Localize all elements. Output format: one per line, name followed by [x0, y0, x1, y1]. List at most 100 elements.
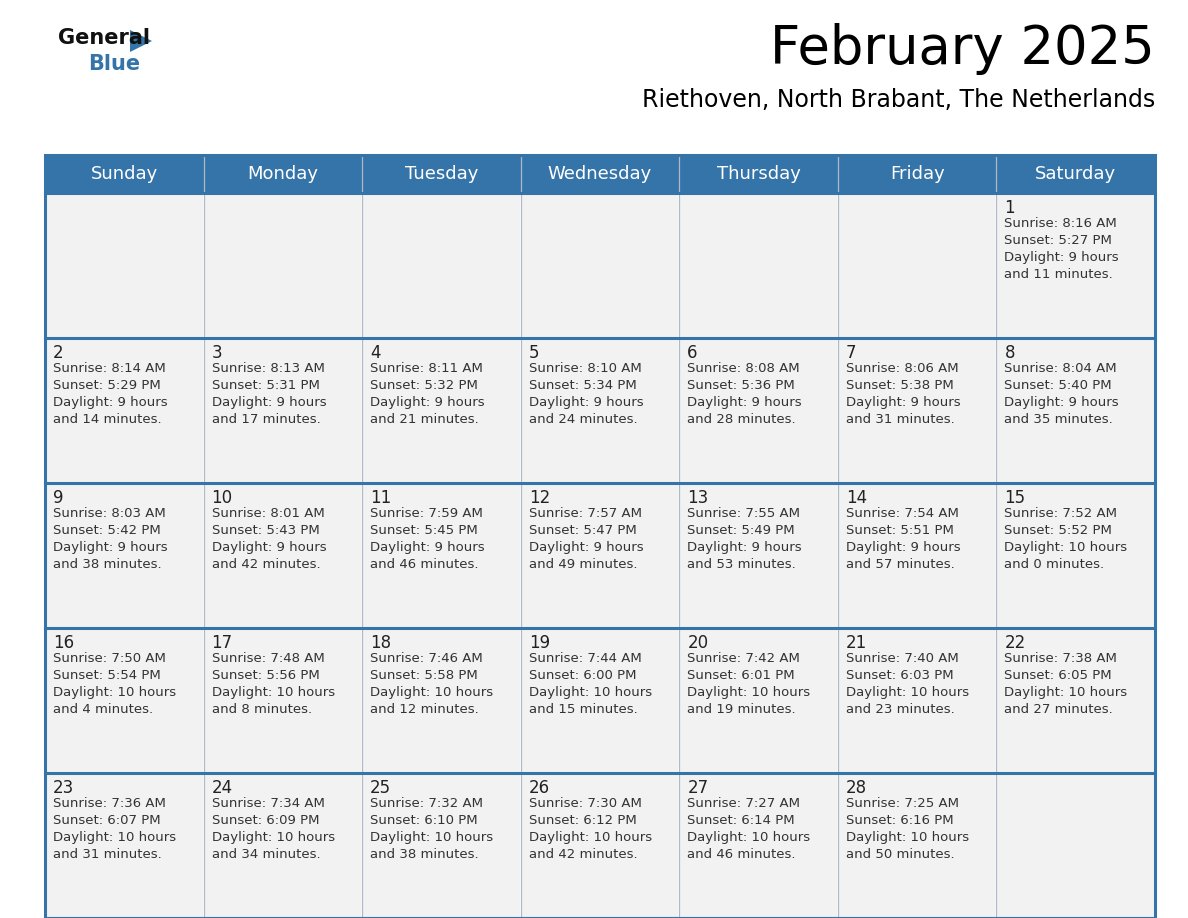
Text: Sunrise: 7:36 AM: Sunrise: 7:36 AM — [53, 797, 166, 810]
Text: Sunset: 6:12 PM: Sunset: 6:12 PM — [529, 814, 637, 827]
Bar — [997, 193, 1155, 338]
Text: 20: 20 — [688, 634, 708, 652]
Text: Sunrise: 7:54 AM: Sunrise: 7:54 AM — [846, 507, 959, 520]
Text: and 38 minutes.: and 38 minutes. — [53, 558, 162, 571]
Text: Sunset: 6:07 PM: Sunset: 6:07 PM — [53, 814, 160, 827]
Text: 22: 22 — [1004, 634, 1025, 652]
Text: 23: 23 — [53, 779, 74, 797]
Bar — [45, 193, 203, 338]
Text: 8: 8 — [1004, 344, 1015, 362]
Bar — [203, 773, 362, 918]
Text: and 4 minutes.: and 4 minutes. — [53, 703, 153, 716]
Text: Daylight: 9 hours: Daylight: 9 hours — [211, 541, 327, 554]
Text: 14: 14 — [846, 489, 867, 507]
Text: and 0 minutes.: and 0 minutes. — [1004, 558, 1105, 571]
Text: and 53 minutes.: and 53 minutes. — [688, 558, 796, 571]
Bar — [45, 483, 203, 628]
Text: 4: 4 — [371, 344, 380, 362]
Text: Tuesday: Tuesday — [405, 165, 478, 183]
Text: Sunrise: 7:25 AM: Sunrise: 7:25 AM — [846, 797, 959, 810]
Text: and 21 minutes.: and 21 minutes. — [371, 413, 479, 426]
Text: 5: 5 — [529, 344, 539, 362]
Bar — [838, 193, 997, 338]
Text: 28: 28 — [846, 779, 867, 797]
Text: Sunrise: 8:11 AM: Sunrise: 8:11 AM — [371, 362, 484, 375]
Text: Wednesday: Wednesday — [548, 165, 652, 183]
Bar — [520, 193, 680, 338]
Text: Sunset: 5:56 PM: Sunset: 5:56 PM — [211, 669, 320, 682]
Text: 26: 26 — [529, 779, 550, 797]
Text: and 23 minutes.: and 23 minutes. — [846, 703, 955, 716]
Text: Saturday: Saturday — [1035, 165, 1117, 183]
Bar — [838, 773, 997, 918]
Bar — [45, 155, 1155, 918]
Text: 17: 17 — [211, 634, 233, 652]
Bar — [997, 338, 1155, 483]
Bar — [362, 628, 520, 773]
Text: Daylight: 10 hours: Daylight: 10 hours — [846, 831, 969, 844]
Text: Daylight: 10 hours: Daylight: 10 hours — [846, 686, 969, 699]
Text: and 24 minutes.: and 24 minutes. — [529, 413, 637, 426]
Text: Sunset: 5:31 PM: Sunset: 5:31 PM — [211, 379, 320, 392]
Text: General: General — [58, 28, 150, 48]
Text: and 31 minutes.: and 31 minutes. — [53, 848, 162, 861]
Text: Daylight: 9 hours: Daylight: 9 hours — [371, 541, 485, 554]
Text: Sunrise: 8:13 AM: Sunrise: 8:13 AM — [211, 362, 324, 375]
Text: Daylight: 9 hours: Daylight: 9 hours — [529, 396, 644, 409]
Text: 9: 9 — [53, 489, 63, 507]
Text: Daylight: 10 hours: Daylight: 10 hours — [371, 831, 493, 844]
Text: Friday: Friday — [890, 165, 944, 183]
Text: Sunrise: 7:42 AM: Sunrise: 7:42 AM — [688, 652, 801, 665]
Text: 27: 27 — [688, 779, 708, 797]
Text: and 49 minutes.: and 49 minutes. — [529, 558, 637, 571]
Bar — [362, 338, 520, 483]
Text: Sunset: 6:03 PM: Sunset: 6:03 PM — [846, 669, 954, 682]
Text: 2: 2 — [53, 344, 64, 362]
Text: Daylight: 9 hours: Daylight: 9 hours — [371, 396, 485, 409]
Bar — [203, 338, 362, 483]
Bar — [997, 628, 1155, 773]
Text: 15: 15 — [1004, 489, 1025, 507]
Bar — [520, 773, 680, 918]
Text: Sunrise: 8:06 AM: Sunrise: 8:06 AM — [846, 362, 959, 375]
Text: and 11 minutes.: and 11 minutes. — [1004, 268, 1113, 281]
Polygon shape — [129, 30, 152, 52]
Text: 11: 11 — [371, 489, 391, 507]
Text: Sunset: 5:29 PM: Sunset: 5:29 PM — [53, 379, 160, 392]
Text: Sunset: 5:34 PM: Sunset: 5:34 PM — [529, 379, 637, 392]
Text: Daylight: 9 hours: Daylight: 9 hours — [846, 541, 960, 554]
Text: Daylight: 10 hours: Daylight: 10 hours — [1004, 541, 1127, 554]
Bar — [680, 193, 838, 338]
Bar — [997, 773, 1155, 918]
Text: and 19 minutes.: and 19 minutes. — [688, 703, 796, 716]
Text: Sunset: 6:05 PM: Sunset: 6:05 PM — [1004, 669, 1112, 682]
Text: Sunrise: 7:48 AM: Sunrise: 7:48 AM — [211, 652, 324, 665]
Text: Sunset: 5:42 PM: Sunset: 5:42 PM — [53, 524, 160, 537]
Text: 12: 12 — [529, 489, 550, 507]
Text: 13: 13 — [688, 489, 708, 507]
Bar — [997, 483, 1155, 628]
Bar — [680, 338, 838, 483]
Text: Daylight: 10 hours: Daylight: 10 hours — [1004, 686, 1127, 699]
Text: Daylight: 9 hours: Daylight: 9 hours — [1004, 251, 1119, 264]
Text: Sunset: 5:40 PM: Sunset: 5:40 PM — [1004, 379, 1112, 392]
Text: and 28 minutes.: and 28 minutes. — [688, 413, 796, 426]
Text: Sunset: 5:36 PM: Sunset: 5:36 PM — [688, 379, 795, 392]
Bar — [520, 338, 680, 483]
Text: Sunrise: 7:46 AM: Sunrise: 7:46 AM — [371, 652, 482, 665]
Text: Daylight: 10 hours: Daylight: 10 hours — [529, 831, 652, 844]
Text: Sunday: Sunday — [90, 165, 158, 183]
Text: Sunrise: 8:01 AM: Sunrise: 8:01 AM — [211, 507, 324, 520]
Text: Sunset: 5:51 PM: Sunset: 5:51 PM — [846, 524, 954, 537]
Bar — [45, 155, 1155, 193]
Text: Sunrise: 7:50 AM: Sunrise: 7:50 AM — [53, 652, 166, 665]
Text: Blue: Blue — [88, 54, 140, 74]
Text: Sunrise: 7:38 AM: Sunrise: 7:38 AM — [1004, 652, 1117, 665]
Text: and 42 minutes.: and 42 minutes. — [211, 558, 321, 571]
Text: Daylight: 10 hours: Daylight: 10 hours — [688, 686, 810, 699]
Text: Sunrise: 7:40 AM: Sunrise: 7:40 AM — [846, 652, 959, 665]
Text: Daylight: 9 hours: Daylight: 9 hours — [688, 396, 802, 409]
Text: and 46 minutes.: and 46 minutes. — [371, 558, 479, 571]
Text: Sunset: 5:54 PM: Sunset: 5:54 PM — [53, 669, 160, 682]
Text: 19: 19 — [529, 634, 550, 652]
